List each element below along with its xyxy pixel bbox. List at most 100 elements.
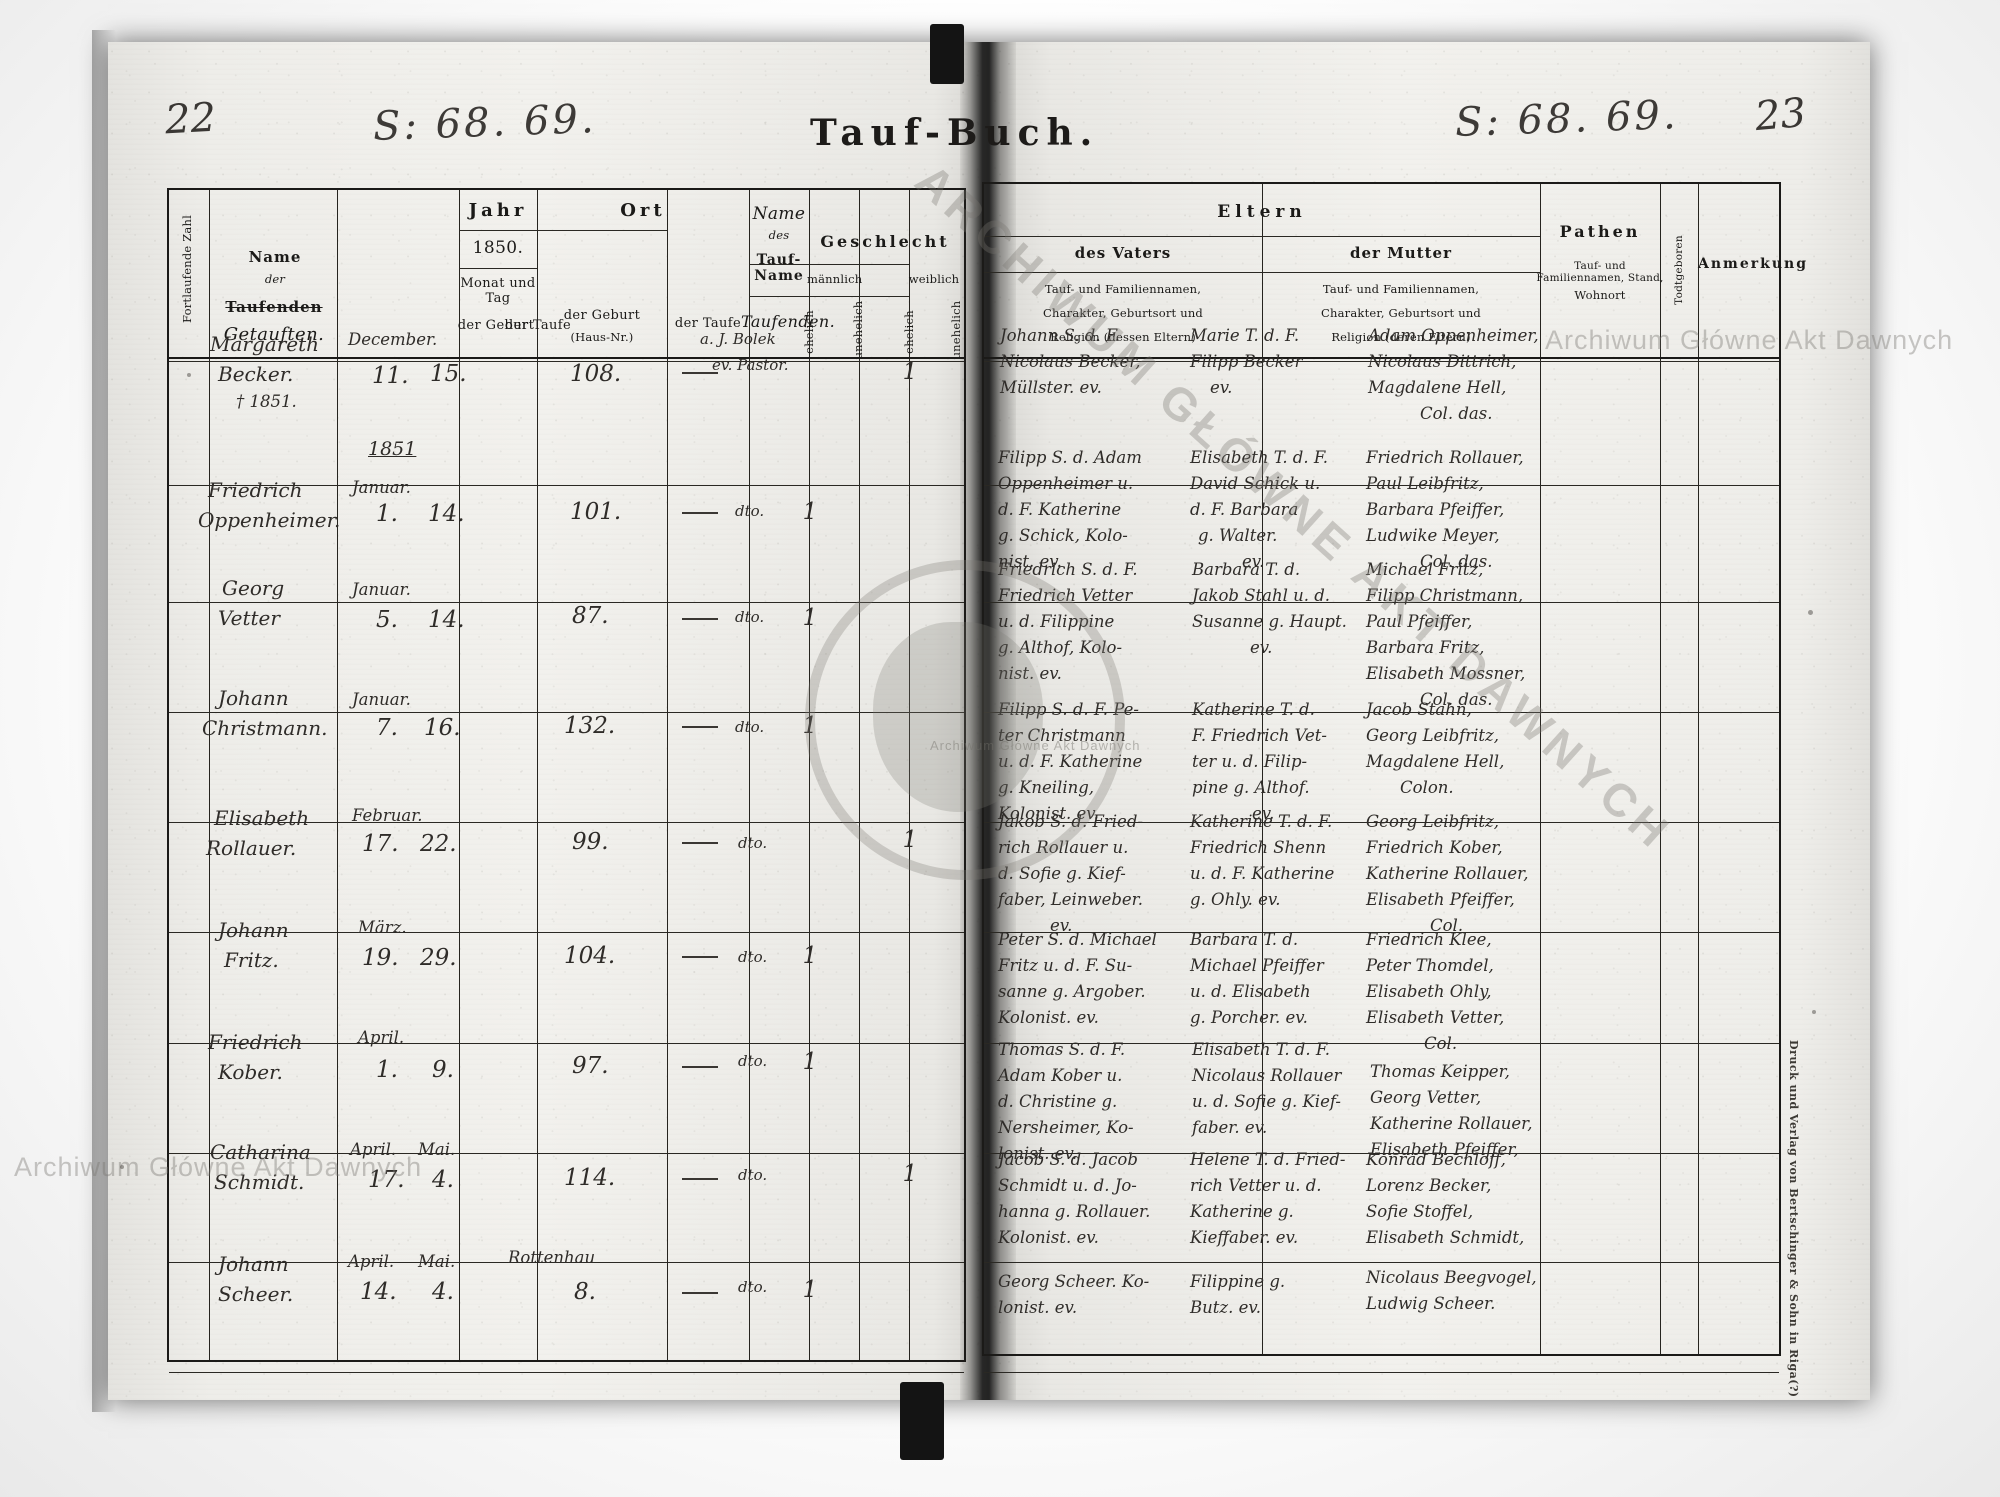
right-page <box>1008 42 1870 1400</box>
row-tauf-name: dto. <box>735 608 765 626</box>
row-day-baptism: 4. <box>432 1167 454 1193</box>
row-day-birth: 7. <box>376 715 398 741</box>
rule-v-todtgeboren <box>1660 184 1661 1354</box>
row-mutter: Filipp Becker <box>1190 352 1303 371</box>
row-day-baptism: 4. <box>432 1279 454 1305</box>
row-vater: Nersheimer, Ko- <box>998 1118 1134 1137</box>
row-pathen: Col. das. <box>1420 404 1493 423</box>
row-year-note: 1851 <box>368 438 417 460</box>
header-mutter-sub2: Charakter, Geburtsort und <box>1320 306 1481 320</box>
row-ort-taufe-dash <box>682 372 718 374</box>
row-name: Fritz. <box>224 948 279 972</box>
row-pathen: Colon. <box>1400 778 1454 797</box>
row-name: Vetter <box>218 606 280 630</box>
row-vater: u. d. Filippine <box>998 612 1115 631</box>
row-mutter: ter u. d. Filip- <box>1192 752 1308 771</box>
row-mutter: u. d. Sofie g. Kief- <box>1192 1092 1341 1111</box>
header-name-des: Name <box>752 204 806 224</box>
row-day-baptism: 16. <box>424 715 461 741</box>
row-ort-taufe-dash <box>682 512 718 514</box>
row-mutter: David Schick u. <box>1190 474 1321 493</box>
row-pathen: Col. das. <box>1420 552 1493 571</box>
row-ort-geburt: 114. <box>564 1165 616 1191</box>
row-weiblich-ehelich: 1 <box>902 359 918 385</box>
header-pathen-sub2: Wohnort <box>1574 288 1626 302</box>
row-mutter: ev. <box>1242 552 1265 571</box>
row-ort-geburt-place: Rottenhau <box>508 1248 596 1267</box>
rule-v-ort <box>537 190 538 1360</box>
row-ort-taufe-dash <box>682 618 718 620</box>
row-day-baptism: 9. <box>432 1057 454 1083</box>
header-vater-sub3: Religion (dessen Eltern) <box>1050 330 1196 344</box>
header-mutter-sub1: Tauf- und Familiennamen, <box>1322 282 1480 296</box>
row-vater: Adam Kober u. <box>998 1066 1123 1085</box>
rule-h-row4 <box>169 822 964 823</box>
rule-h-row3 <box>169 712 964 713</box>
rule-v-m-ehelich <box>809 190 810 1360</box>
row-pathen: Nicolaus Beegvogel, <box>1366 1268 1537 1287</box>
header-m-ehelich: ehelich <box>802 310 816 354</box>
row-vater: nist. ev. <box>998 664 1062 683</box>
row-name: Becker. <box>218 362 294 386</box>
row-day-baptism: 29. <box>420 945 457 971</box>
row-day-birth: 17. <box>368 1167 405 1193</box>
row-name: Scheer. <box>218 1282 294 1306</box>
header-name-des-sub: des <box>768 228 790 242</box>
rule-h-row5 <box>169 932 964 933</box>
rule-v-taufname <box>749 190 750 1360</box>
row-vater: Thomas S. d. F. <box>998 1040 1126 1059</box>
header-ort-geburt-hausnr: (Haus-Nr.) <box>570 330 634 344</box>
row-vater: Kolonist. ev. <box>998 1228 1099 1247</box>
row-vater: Filipp S. d. F. Pe- <box>998 700 1139 719</box>
rule-h-r4 <box>984 822 1779 823</box>
rule-v-m-unehelich <box>859 190 860 1360</box>
row-mutter: Kieffaber. ev. <box>1190 1228 1299 1247</box>
header-fortlaufende-zahl: Fortlaufende Zahl <box>180 215 194 323</box>
row-vater: faber, Leinweber. <box>998 890 1143 909</box>
header-jahr-geburt: der Geburt <box>457 318 535 333</box>
row-vater: Kolonist. ev. <box>998 804 1099 823</box>
rule-h-row1 <box>169 485 964 486</box>
row-ort-geburt: 99. <box>572 829 609 855</box>
row-name: Elisabeth <box>214 806 310 830</box>
row-name: Oppenheimer. <box>198 508 341 532</box>
left-page <box>108 42 968 1400</box>
rule-h-header-bottom <box>169 357 964 359</box>
row-tauf-name: dto. <box>738 834 768 852</box>
row-pathen: Adam Oppenheimer, <box>1368 326 1539 345</box>
rule-h-row2 <box>169 602 964 603</box>
row-day-baptism: 14. <box>428 501 465 527</box>
row-maennlich-ehelich: 1 <box>802 943 818 969</box>
row-pathen: Filipp Christmann, <box>1366 586 1524 605</box>
row-vater: nist. ev. <box>998 552 1062 571</box>
row-tauf-name: a. J. Bolek <box>700 330 776 348</box>
row-vater: rich Rollauer u. <box>998 838 1129 857</box>
row-tauf-name: dto. <box>735 502 765 520</box>
row-month: Januar. <box>352 580 411 599</box>
rule-h-row8 <box>169 1262 964 1263</box>
row-mutter: ev. <box>1252 804 1275 823</box>
row-ort-geburt: 104. <box>564 943 616 969</box>
row-vater: hanna g. Rollauer. <box>998 1202 1151 1221</box>
header-geschlecht: Geschlecht <box>820 232 950 251</box>
row-vater: Fritz u. d. F. Su- <box>998 956 1133 975</box>
rule-h-jahr <box>459 230 537 231</box>
rule-h-sex-sub <box>749 296 909 297</box>
row-month: December. <box>348 330 438 349</box>
row-ort-geburt: 87. <box>572 603 609 629</box>
ink-speck <box>1808 610 1813 615</box>
row-day-birth: 1. <box>376 1057 398 1083</box>
row-pathen: Thomas Keipper, <box>1370 1062 1510 1081</box>
rule-h-year <box>459 268 537 269</box>
row-vater: Schmidt u. d. Jo- <box>998 1176 1137 1195</box>
folio-number-left: 22 <box>163 94 218 144</box>
register-table-left: Fortlaufende Zahl Name der Taufenden Get… <box>167 188 966 1373</box>
row-ort-geburt: 97. <box>572 1053 609 1079</box>
row-month: April. <box>358 1028 405 1047</box>
row-pathen: Georg Leibfritz, <box>1366 812 1499 831</box>
row-vater: d. Christine g. <box>998 1092 1118 1111</box>
row-ort-taufe-dash <box>682 842 718 844</box>
row-mutter: pine g. Althof. <box>1192 778 1310 797</box>
row-name: Rollauer. <box>206 836 297 860</box>
